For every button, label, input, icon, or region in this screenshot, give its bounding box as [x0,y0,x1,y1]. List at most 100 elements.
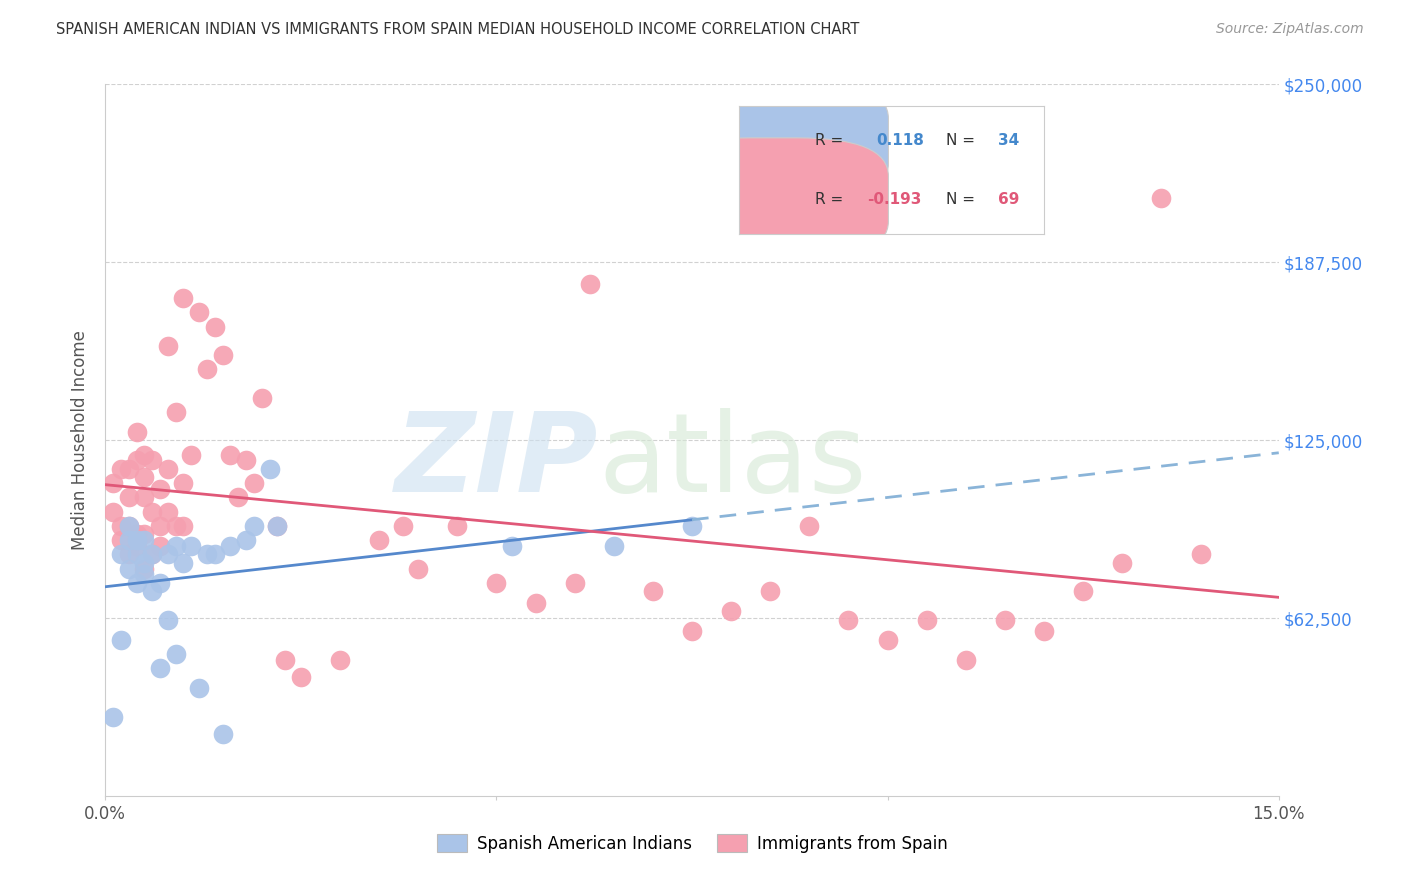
Point [110,547,132,561]
Point [172,476,194,491]
Point [125,527,148,541]
Point [156,613,179,627]
Point [446,519,468,533]
Point [391,519,413,533]
Point [134,527,156,541]
Point [101,709,124,723]
Point [141,584,163,599]
Point [156,462,179,476]
Point [759,584,782,599]
Point [134,448,156,462]
Point [188,681,211,696]
Point [118,547,141,561]
Point [406,561,429,575]
Point [172,291,194,305]
Text: ZIP: ZIP [395,409,598,516]
Point [125,547,148,561]
Text: atlas: atlas [598,409,866,516]
Point [149,539,172,553]
Point [125,533,148,548]
Point [681,624,703,639]
Point [110,533,132,548]
Point [156,339,179,353]
Point [180,448,202,462]
Legend: Spanish American Indians, Immigrants from Spain: Spanish American Indians, Immigrants fro… [430,828,955,859]
Point [134,533,156,548]
Point [235,453,257,467]
Point [118,491,141,505]
Point [837,613,859,627]
Point [219,539,242,553]
Point [180,539,202,553]
Point [165,405,187,419]
Point [141,453,163,467]
Point [524,596,547,610]
Point [134,491,156,505]
Point [165,647,187,661]
Point [564,575,586,590]
Point [141,505,163,519]
Y-axis label: Median Household Income: Median Household Income [72,331,89,550]
Point [141,547,163,561]
Point [118,462,141,476]
Point [149,661,172,675]
Point [243,519,266,533]
Point [955,653,977,667]
Point [195,362,218,376]
Point [204,547,226,561]
Point [1033,624,1056,639]
Point [125,539,148,553]
Point [118,519,141,533]
Point [149,482,172,496]
Point [125,575,148,590]
Point [219,448,242,462]
Point [368,533,391,548]
Point [1071,584,1094,599]
Point [211,727,233,741]
Point [994,613,1017,627]
Point [188,305,211,319]
Text: SPANISH AMERICAN INDIAN VS IMMIGRANTS FROM SPAIN MEDIAN HOUSEHOLD INCOME CORRELA: SPANISH AMERICAN INDIAN VS IMMIGRANTS FR… [56,22,859,37]
Point [149,575,172,590]
Point [243,476,266,491]
Point [125,453,148,467]
Point [329,653,352,667]
Point [118,561,141,575]
Point [118,519,141,533]
Point [204,319,226,334]
Point [141,547,163,561]
Point [110,632,132,647]
Point [110,519,132,533]
Point [1189,547,1212,561]
Point [235,533,257,548]
Point [149,519,172,533]
Point [250,391,273,405]
Point [485,575,508,590]
Point [226,491,249,505]
Point [799,519,821,533]
Point [172,556,194,570]
Point [266,519,288,533]
Point [134,561,156,575]
Point [641,584,664,599]
Point [579,277,602,291]
Point [110,462,132,476]
Point [290,670,312,684]
Point [1111,556,1133,570]
Point [720,604,742,618]
Point [125,425,148,439]
Point [165,519,187,533]
Point [156,505,179,519]
Point [134,470,156,484]
Text: Source: ZipAtlas.com: Source: ZipAtlas.com [1216,22,1364,37]
Point [165,539,187,553]
Point [101,505,124,519]
Point [211,348,233,362]
Point [681,519,703,533]
Point [134,567,156,582]
Point [274,653,297,667]
Point [1150,191,1173,205]
Point [118,533,141,548]
Point [259,462,281,476]
Point [501,539,523,553]
